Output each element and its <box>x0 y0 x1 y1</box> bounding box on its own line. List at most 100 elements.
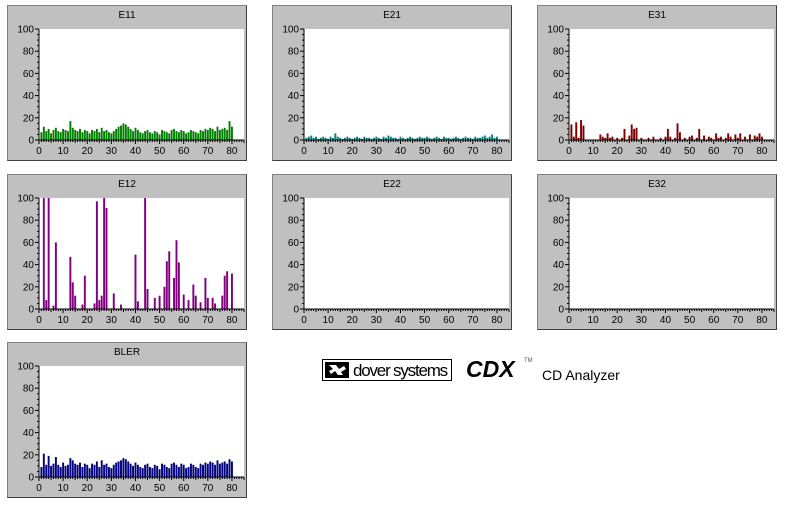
y-tick-label: 80 <box>23 384 35 395</box>
bar <box>117 126 120 140</box>
bar <box>124 459 127 477</box>
bar <box>163 286 166 309</box>
bar <box>739 133 742 140</box>
product-name: CDX <box>466 356 515 382</box>
x-tick-label: 70 <box>467 146 479 157</box>
chart-svg: 0 20 40 60 80 100 0 10 20 30 40 50 60 70 80 <box>282 194 510 326</box>
y-tick-label: 100 <box>547 194 564 205</box>
bar <box>647 137 650 140</box>
x-tick-label: 60 <box>443 315 455 326</box>
bar <box>93 464 96 477</box>
y-tick-label: 60 <box>23 238 35 249</box>
bar <box>112 293 115 309</box>
bar <box>182 294 185 309</box>
bar <box>86 131 89 140</box>
bar <box>168 251 171 309</box>
bar <box>230 461 233 477</box>
bar <box>71 127 74 140</box>
bar <box>168 468 171 477</box>
x-tick-label: 20 <box>82 483 94 494</box>
bar <box>95 461 98 477</box>
bar <box>204 277 207 309</box>
bar <box>404 138 407 140</box>
bar <box>180 463 183 477</box>
x-tick-label: 80 <box>226 146 238 157</box>
bar <box>703 135 706 140</box>
y-tick-label: 100 <box>282 194 299 205</box>
y-tick-label: 0 <box>28 305 34 316</box>
bar <box>151 468 154 477</box>
bar <box>312 137 315 140</box>
bar <box>71 460 74 477</box>
bar <box>144 131 147 140</box>
x-tick-label: 50 <box>684 315 696 326</box>
bar <box>204 128 207 140</box>
bar <box>100 127 103 140</box>
y-tick-label: 100 <box>17 25 34 36</box>
x-tick-label: 80 <box>491 315 503 326</box>
bar <box>64 130 67 140</box>
bar <box>144 464 147 477</box>
bar <box>375 136 378 140</box>
bar <box>387 135 390 140</box>
bar <box>223 127 226 140</box>
y-tick-label: 40 <box>23 91 35 102</box>
y-tick-label: 100 <box>17 194 34 205</box>
bar <box>165 132 168 140</box>
bar <box>698 128 701 140</box>
bar <box>577 137 580 140</box>
bar <box>606 133 609 140</box>
bar <box>187 132 190 140</box>
x-tick-label: 10 <box>58 483 70 494</box>
bar <box>40 132 43 140</box>
bar <box>180 130 183 140</box>
bar <box>674 137 677 140</box>
x-tick-label: 80 <box>491 146 503 157</box>
y-tick-label: 0 <box>293 305 299 316</box>
bar <box>331 137 334 140</box>
bar <box>175 464 178 477</box>
y-tick-label: 0 <box>28 473 34 484</box>
bar <box>488 136 491 140</box>
x-tick-label: 80 <box>226 315 238 326</box>
chart-panel-e22: E22 0 20 40 60 80 100 0 10 20 30 40 50 60 70 80 <box>272 174 512 330</box>
x-tick-label: 30 <box>371 146 383 157</box>
bar <box>322 136 325 140</box>
bar <box>464 136 467 140</box>
bar <box>165 261 168 309</box>
chart-svg: 0 20 40 60 80 100 0 10 20 30 40 50 60 70 80 <box>17 25 245 157</box>
bar <box>572 136 575 140</box>
y-tick-label: 60 <box>288 69 300 80</box>
bar <box>120 125 122 140</box>
bar <box>319 137 322 140</box>
bar <box>206 130 209 140</box>
bar <box>409 136 412 140</box>
bar <box>52 463 55 477</box>
x-tick-label: 30 <box>106 483 118 494</box>
bar <box>153 464 156 477</box>
bar <box>81 304 84 309</box>
bar <box>98 300 101 309</box>
bar <box>199 302 202 309</box>
bar <box>462 137 465 140</box>
bar <box>139 467 142 477</box>
bar <box>42 198 45 309</box>
chart-svg: 0 20 40 60 80 100 0 10 20 30 40 50 60 70 80 <box>547 194 775 326</box>
bar <box>411 137 414 140</box>
bar <box>127 126 130 140</box>
bar <box>601 136 604 140</box>
bar <box>356 136 359 140</box>
bar <box>105 130 108 140</box>
bar <box>748 134 751 140</box>
bar <box>93 131 96 140</box>
bar <box>469 137 472 140</box>
bar <box>209 461 212 477</box>
bar <box>454 136 457 140</box>
y-tick-label: 40 <box>288 91 300 102</box>
chart-title: E22 <box>383 179 401 190</box>
bar <box>623 128 626 140</box>
bar <box>136 464 139 477</box>
bar <box>635 127 638 140</box>
plot-area <box>39 29 244 140</box>
bar <box>389 136 392 140</box>
